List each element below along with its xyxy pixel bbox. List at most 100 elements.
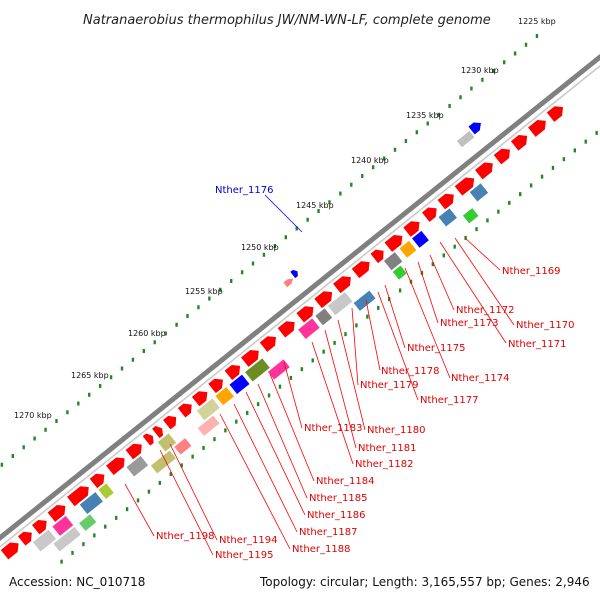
cds-block (157, 433, 177, 452)
gc-dot (219, 287, 222, 292)
gc-dot (213, 437, 216, 442)
leader-line (454, 237, 515, 326)
gc-dot (453, 244, 456, 249)
scale-label: 1265 kbp (71, 371, 109, 380)
gene-label[interactable]: Nther_1195 (215, 550, 273, 561)
gc-dot (131, 357, 135, 362)
gene-arrow (403, 221, 420, 237)
cds-block (298, 318, 320, 340)
gc-dot (535, 34, 539, 39)
gene-arrow (259, 336, 276, 352)
leader-line (377, 291, 419, 401)
gene-label[interactable]: Nther_1188 (292, 544, 350, 555)
gene-arrow (32, 519, 47, 535)
gene-label[interactable]: Nther_1182 (355, 459, 413, 470)
gene-label[interactable]: Nther_1175 (407, 343, 465, 354)
gene-label[interactable]: Nther_1180 (367, 425, 425, 436)
cds-block (456, 130, 475, 148)
gene-label[interactable]: Nther_1194 (219, 535, 277, 546)
gc-dot (448, 104, 451, 109)
label-leader-lines (124, 194, 515, 556)
gc-dot (235, 419, 238, 424)
gene-label[interactable]: Nther_1171 (508, 339, 566, 350)
leader-line (404, 267, 451, 379)
gene-arrow (384, 234, 403, 252)
gene-label[interactable]: Nther_1172 (456, 305, 514, 316)
backbone-inner-line (0, 65, 600, 548)
gc-dot (33, 436, 36, 441)
gc-dot (224, 428, 227, 433)
leader-line-highlighted (264, 194, 303, 233)
gc-dot (524, 42, 528, 47)
gc-dot (322, 349, 325, 354)
cds-block (353, 290, 376, 311)
gc-dot (136, 498, 140, 503)
cds-block (469, 183, 489, 202)
map-title: Natranaerobius thermophilus JW/NM-WN-LF,… (83, 13, 491, 28)
leader-line (337, 319, 366, 431)
gc-dot (11, 454, 14, 459)
gc-dot (486, 218, 489, 223)
accession-text: Accession: NC_010718 (9, 575, 145, 589)
scale-label: 1270 kbp (14, 411, 52, 420)
gene-label[interactable]: Nther_1178 (381, 366, 439, 377)
cds-block (399, 240, 417, 258)
gc-dot (98, 384, 102, 389)
gene-label[interactable]: Nther_1186 (307, 510, 365, 521)
gc-dot (208, 296, 211, 301)
cds-block (462, 208, 479, 224)
cds-block (245, 358, 270, 382)
gene-label[interactable]: Nther_1177 (420, 395, 478, 406)
gc-dot (71, 550, 74, 555)
gene-arrow (191, 391, 208, 407)
gene-label-highlighted[interactable]: Nther_1176 (215, 185, 273, 196)
gene-label[interactable]: Nther_1170 (516, 320, 574, 331)
gene-arrow (314, 291, 333, 309)
gene-label[interactable]: Nther_1173 (440, 318, 498, 329)
leader-line (417, 261, 439, 324)
gene-arrow (241, 349, 259, 367)
gc-dot (366, 314, 369, 319)
gc-dot (256, 402, 260, 407)
gc-dot (551, 165, 555, 170)
gene-label[interactable]: Nther_1198 (156, 531, 214, 542)
gc-dot (562, 157, 566, 162)
gc-skew-dots (0, 34, 598, 564)
gene-label[interactable]: Nther_1187 (299, 527, 357, 538)
cds-block (79, 492, 103, 515)
gene-arrow (437, 193, 454, 210)
backbone-line (0, 53, 600, 542)
leader-line (351, 307, 359, 386)
genome-summary-text: Topology: circular; Length: 3,165,557 bp… (259, 575, 590, 589)
gene-label[interactable]: Nther_1185 (309, 493, 367, 504)
gene-arrow (290, 269, 298, 279)
gene-label[interactable]: Nther_1174 (451, 373, 509, 384)
gc-dot (513, 51, 517, 56)
gc-dot (186, 314, 189, 319)
leader-line (324, 329, 357, 449)
cds-block (174, 438, 192, 455)
gene-arrow (283, 278, 294, 288)
cds-block (196, 398, 220, 421)
gc-dot (595, 130, 598, 135)
leader-line (269, 373, 315, 482)
gc-dot (529, 183, 533, 188)
leader-line (257, 383, 308, 499)
gc-dot (158, 480, 162, 485)
gc-dot (109, 375, 113, 380)
gene-arrow (475, 162, 493, 180)
gene-label[interactable]: Nther_1169 (502, 266, 560, 277)
gc-dot (540, 174, 544, 179)
gene-arrow (47, 504, 66, 522)
gene-label[interactable]: Nther_1184 (316, 476, 374, 487)
gene-label[interactable]: Nther_1179 (360, 380, 418, 391)
gc-dot (164, 331, 167, 336)
gc-dot (437, 112, 440, 117)
gene-arrow (468, 122, 481, 135)
gene-label[interactable]: Nther_1181 (358, 443, 416, 454)
gene-label[interactable]: Nther_1183 (304, 423, 362, 434)
gc-dot (459, 95, 462, 100)
gc-dot (267, 393, 271, 398)
scale-label: 1255 kbp (185, 287, 223, 296)
